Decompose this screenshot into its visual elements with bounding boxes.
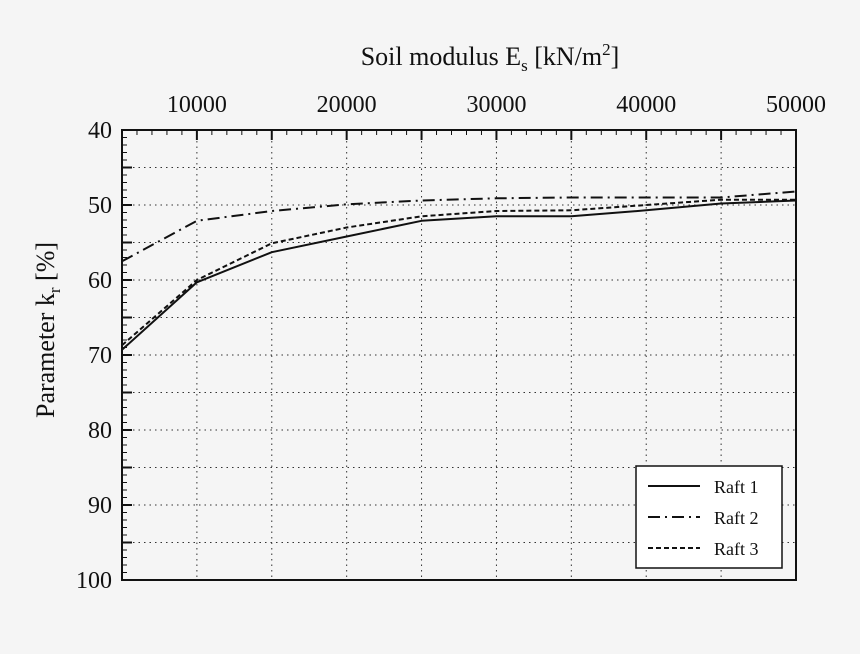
x-axis-title-unit: [kN/m — [528, 42, 602, 71]
series-line-raft-3 — [121, 198, 796, 347]
y-tick-label: 60 — [88, 268, 112, 294]
legend-label: Raft 3 — [714, 539, 759, 559]
y-tick-label: 80 — [88, 418, 112, 444]
y-axis-title: Parameter kr [%] — [31, 242, 64, 418]
y-tick-labels: 40 50 60 70 80 90 100 — [76, 118, 112, 594]
x-axis-title-sub: s — [521, 56, 528, 75]
series-line-raft-2 — [121, 190, 797, 263]
major-ticks — [121, 129, 723, 544]
y-axis-title-main: Parameter k — [31, 293, 60, 418]
x-axis-title-unit-close: ] — [611, 42, 620, 71]
x-tick-label: 10000 — [167, 92, 227, 118]
y-tick-label: 70 — [88, 343, 112, 369]
y-tick-label: 100 — [76, 568, 112, 594]
x-axis-title-main: Soil modulus E — [361, 42, 521, 71]
x-axis-title-unit-sup: 2 — [602, 40, 611, 59]
y-axis-title-unit: [%] — [31, 242, 60, 287]
series-lines — [121, 190, 797, 351]
y-axis-title-sub: r — [45, 287, 64, 293]
legend-label: Raft 1 — [714, 477, 759, 497]
y-tick-label: 50 — [88, 193, 112, 219]
y-tick-label: 90 — [88, 493, 112, 519]
legend-label: Raft 2 — [714, 508, 759, 528]
x-tick-label: 40000 — [616, 92, 676, 118]
legend: Raft 1 Raft 2 Raft 3 — [635, 465, 783, 569]
x-tick-labels: 10000 20000 30000 40000 50000 — [167, 92, 826, 118]
legend-box — [635, 465, 783, 569]
y-tick-label: 40 — [88, 118, 112, 144]
x-axis-title: Soil modulus Es [kN/m2] — [361, 40, 620, 75]
series-line-raft-1 — [121, 199, 797, 351]
x-tick-label: 20000 — [317, 92, 377, 118]
x-tick-label: 30000 — [466, 92, 526, 118]
x-tick-label: 50000 — [766, 92, 826, 118]
